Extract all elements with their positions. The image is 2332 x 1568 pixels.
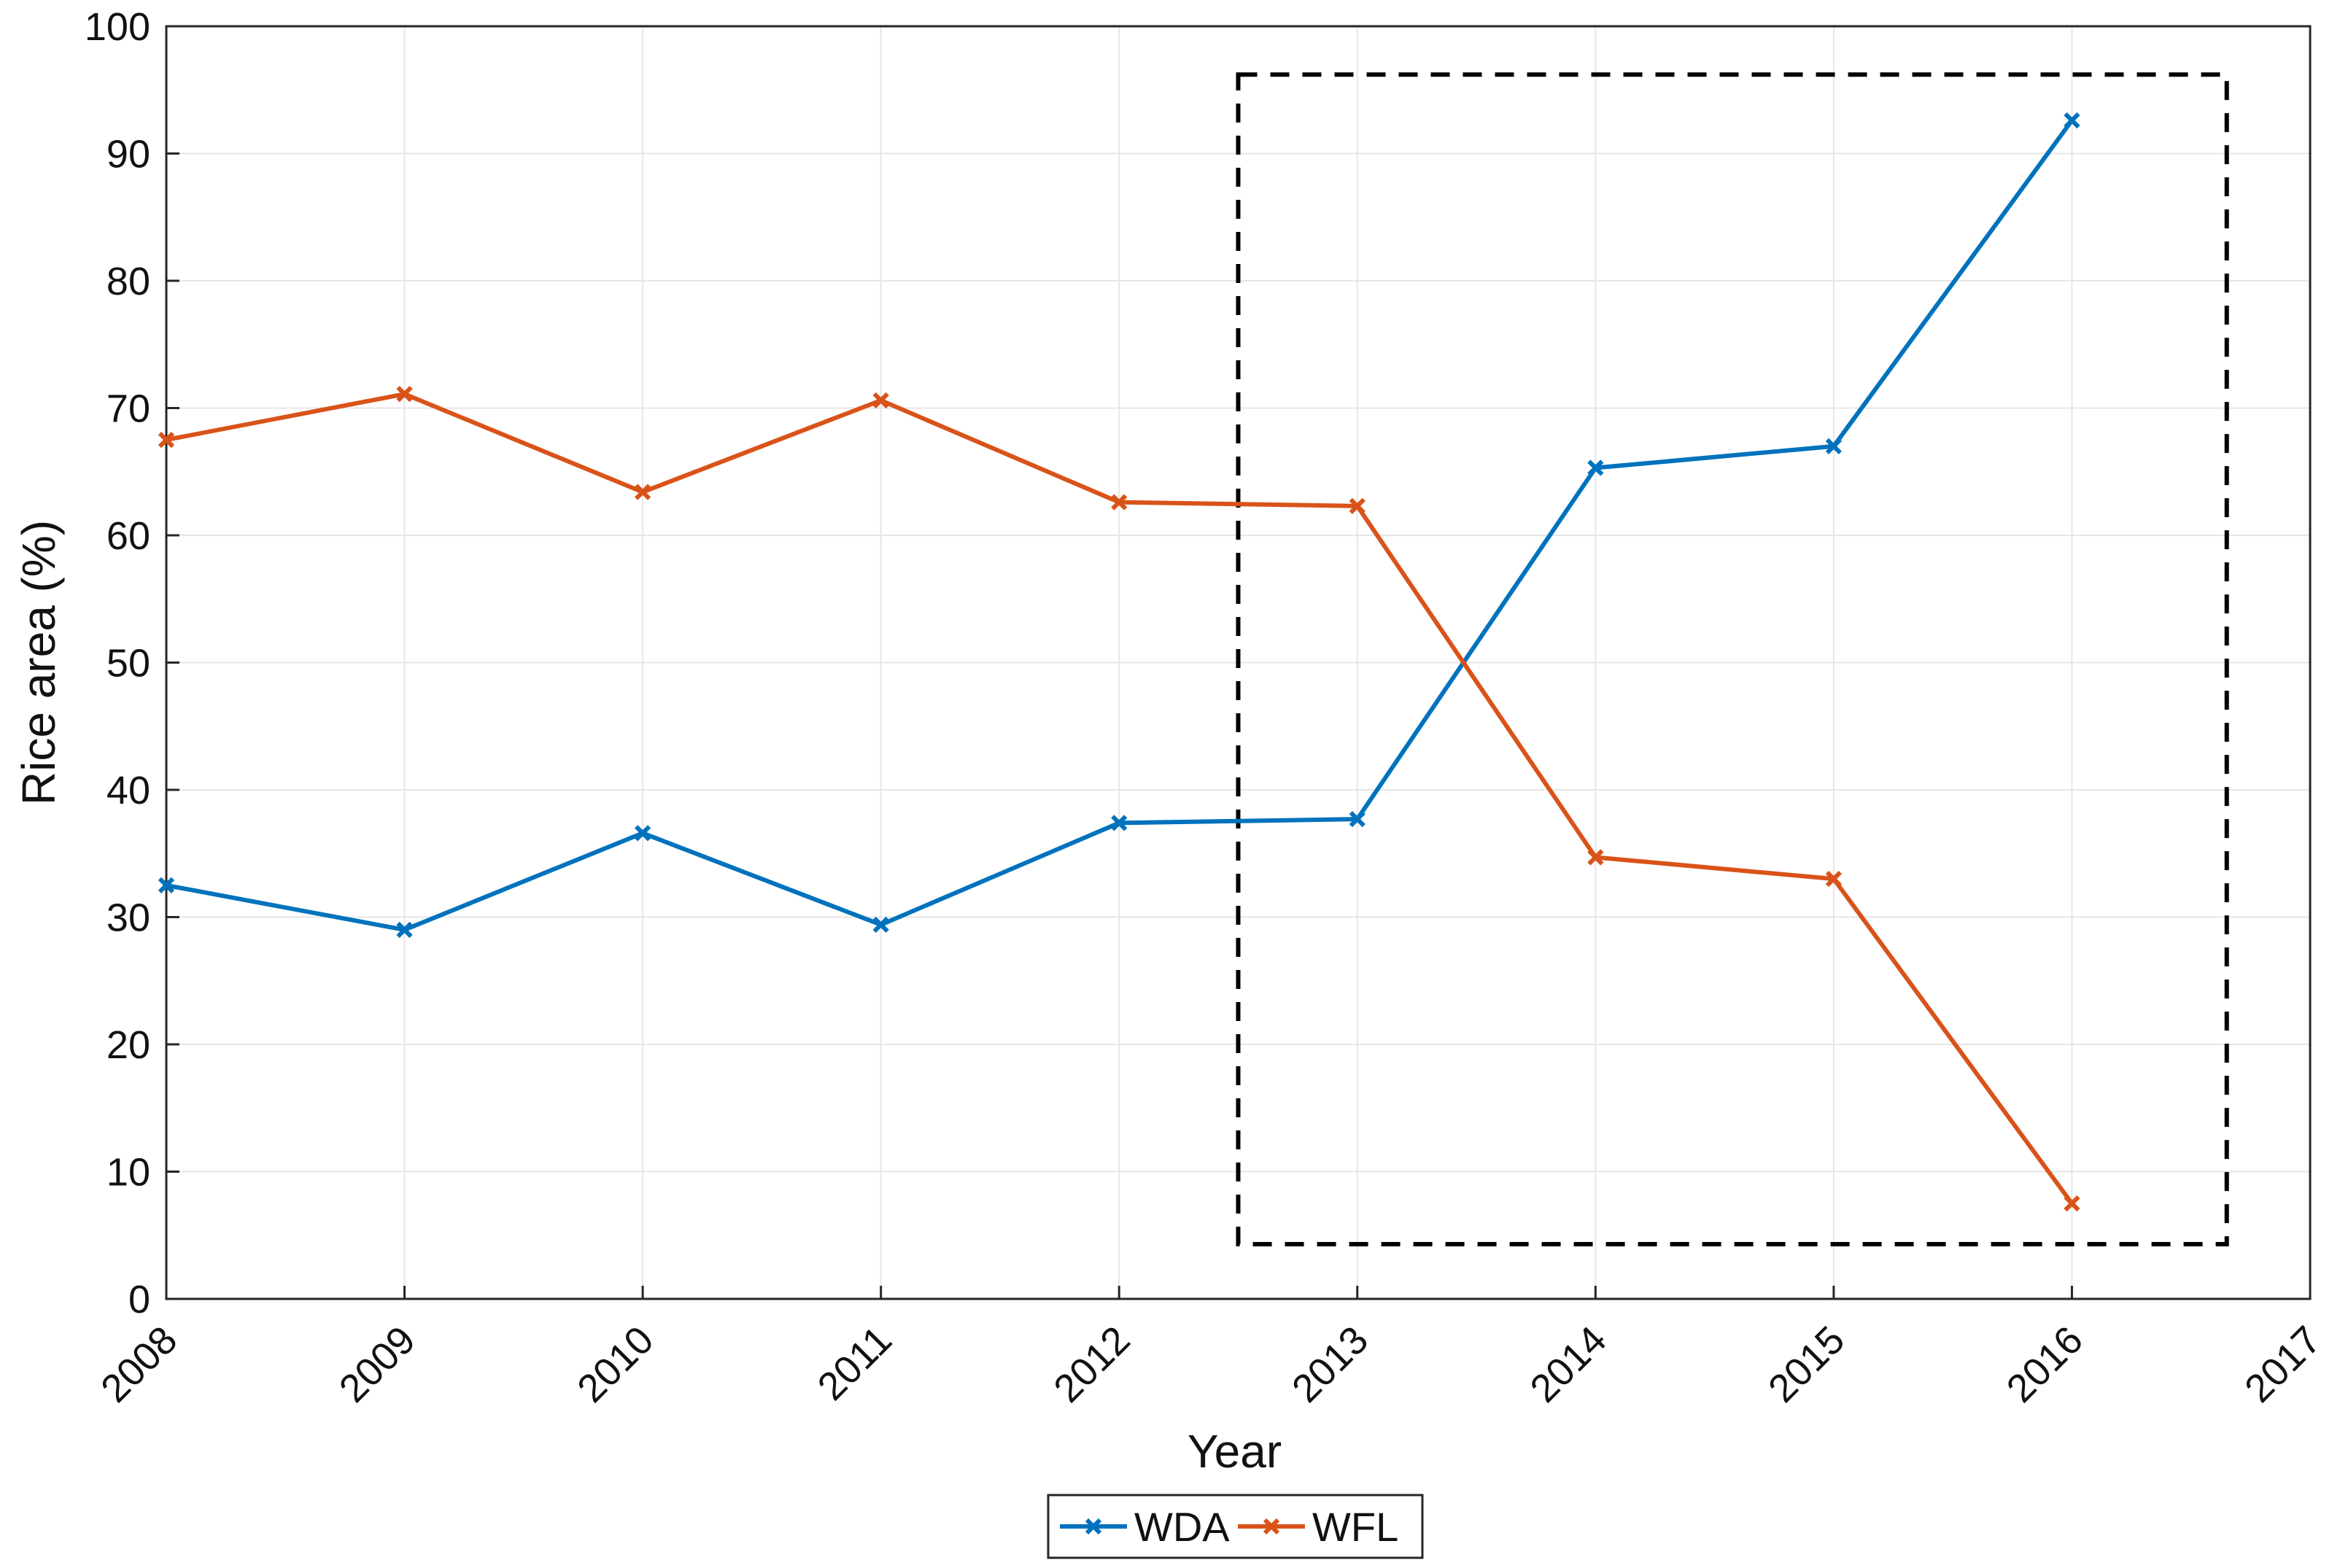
x-axis-ticks: 2008 2009 2010 2011 2012 2013 2014 2015 2016 2017 bbox=[93, 1286, 2329, 1410]
annotation-layer bbox=[1236, 72, 2229, 1246]
y-tick-label: 50 bbox=[106, 642, 150, 686]
x-tick-label: 2011 bbox=[810, 1318, 901, 1409]
data-point-wda bbox=[158, 877, 175, 893]
data-point-wfl bbox=[396, 386, 413, 403]
x-tick-label: 2015 bbox=[1760, 1318, 1853, 1410]
y-tick-label: 90 bbox=[106, 133, 150, 176]
data-point-wfl bbox=[872, 392, 889, 409]
y-tick-label: 60 bbox=[106, 514, 150, 558]
data-point-wda bbox=[872, 916, 889, 934]
x-tick-label: 2013 bbox=[1284, 1318, 1376, 1410]
series-layer bbox=[158, 112, 2080, 1212]
x-tick-label: 2016 bbox=[1999, 1318, 2091, 1410]
data-point-wda bbox=[1825, 438, 1843, 454]
y-tick-label: 40 bbox=[106, 769, 150, 812]
data-point-wfl bbox=[158, 432, 175, 449]
legend-marker-glyph bbox=[1263, 1518, 1280, 1535]
y-tick-label: 30 bbox=[106, 896, 150, 940]
legend-marker-wfl bbox=[1263, 1518, 1280, 1535]
dashed-highlight-box bbox=[1236, 72, 2229, 1246]
data-point-wda bbox=[634, 825, 651, 842]
data-point-wda bbox=[2064, 112, 2080, 129]
x-axis-label: Year bbox=[1188, 1425, 1282, 1478]
y-axis-label: Rice area (%) bbox=[12, 520, 65, 805]
x-tick-label: 2014 bbox=[1522, 1318, 1614, 1410]
legend-marker-wda bbox=[1085, 1518, 1102, 1535]
legend-marker-glyph bbox=[1085, 1518, 1102, 1535]
data-point-wda bbox=[1349, 811, 1366, 828]
data-point-wfl bbox=[634, 484, 651, 500]
data-point-wfl bbox=[1349, 497, 1366, 514]
y-axis-ticks: 0 10 20 30 40 50 60 70 80 90 100 bbox=[85, 5, 179, 1321]
legend-label-wda: WDA bbox=[1134, 1504, 1230, 1550]
data-point-wda bbox=[1587, 459, 1604, 476]
x-tick-label: 2010 bbox=[569, 1318, 662, 1410]
x-tick-label: 2017 bbox=[2236, 1318, 2329, 1410]
legend-label-wfl: WFL bbox=[1312, 1504, 1398, 1550]
data-point-wfl bbox=[2064, 1195, 2080, 1212]
data-point-wfl bbox=[1587, 849, 1604, 866]
y-tick-label: 20 bbox=[106, 1023, 150, 1067]
y-tick-label: 0 bbox=[128, 1278, 150, 1321]
y-tick-label: 10 bbox=[106, 1151, 150, 1195]
legend: WDA WFL bbox=[1047, 1494, 1424, 1559]
x-tick-label: 2012 bbox=[1045, 1318, 1138, 1410]
data-point-wfl bbox=[1825, 871, 1843, 888]
data-point-wda bbox=[1111, 815, 1128, 831]
y-tick-label: 100 bbox=[85, 5, 150, 49]
data-point-wfl bbox=[1111, 494, 1128, 511]
x-tick-label: 2009 bbox=[331, 1318, 424, 1410]
data-point-wda bbox=[396, 921, 413, 939]
y-tick-label: 80 bbox=[106, 260, 150, 303]
x-tick-label: 2008 bbox=[93, 1318, 185, 1410]
y-tick-label: 70 bbox=[106, 387, 150, 431]
